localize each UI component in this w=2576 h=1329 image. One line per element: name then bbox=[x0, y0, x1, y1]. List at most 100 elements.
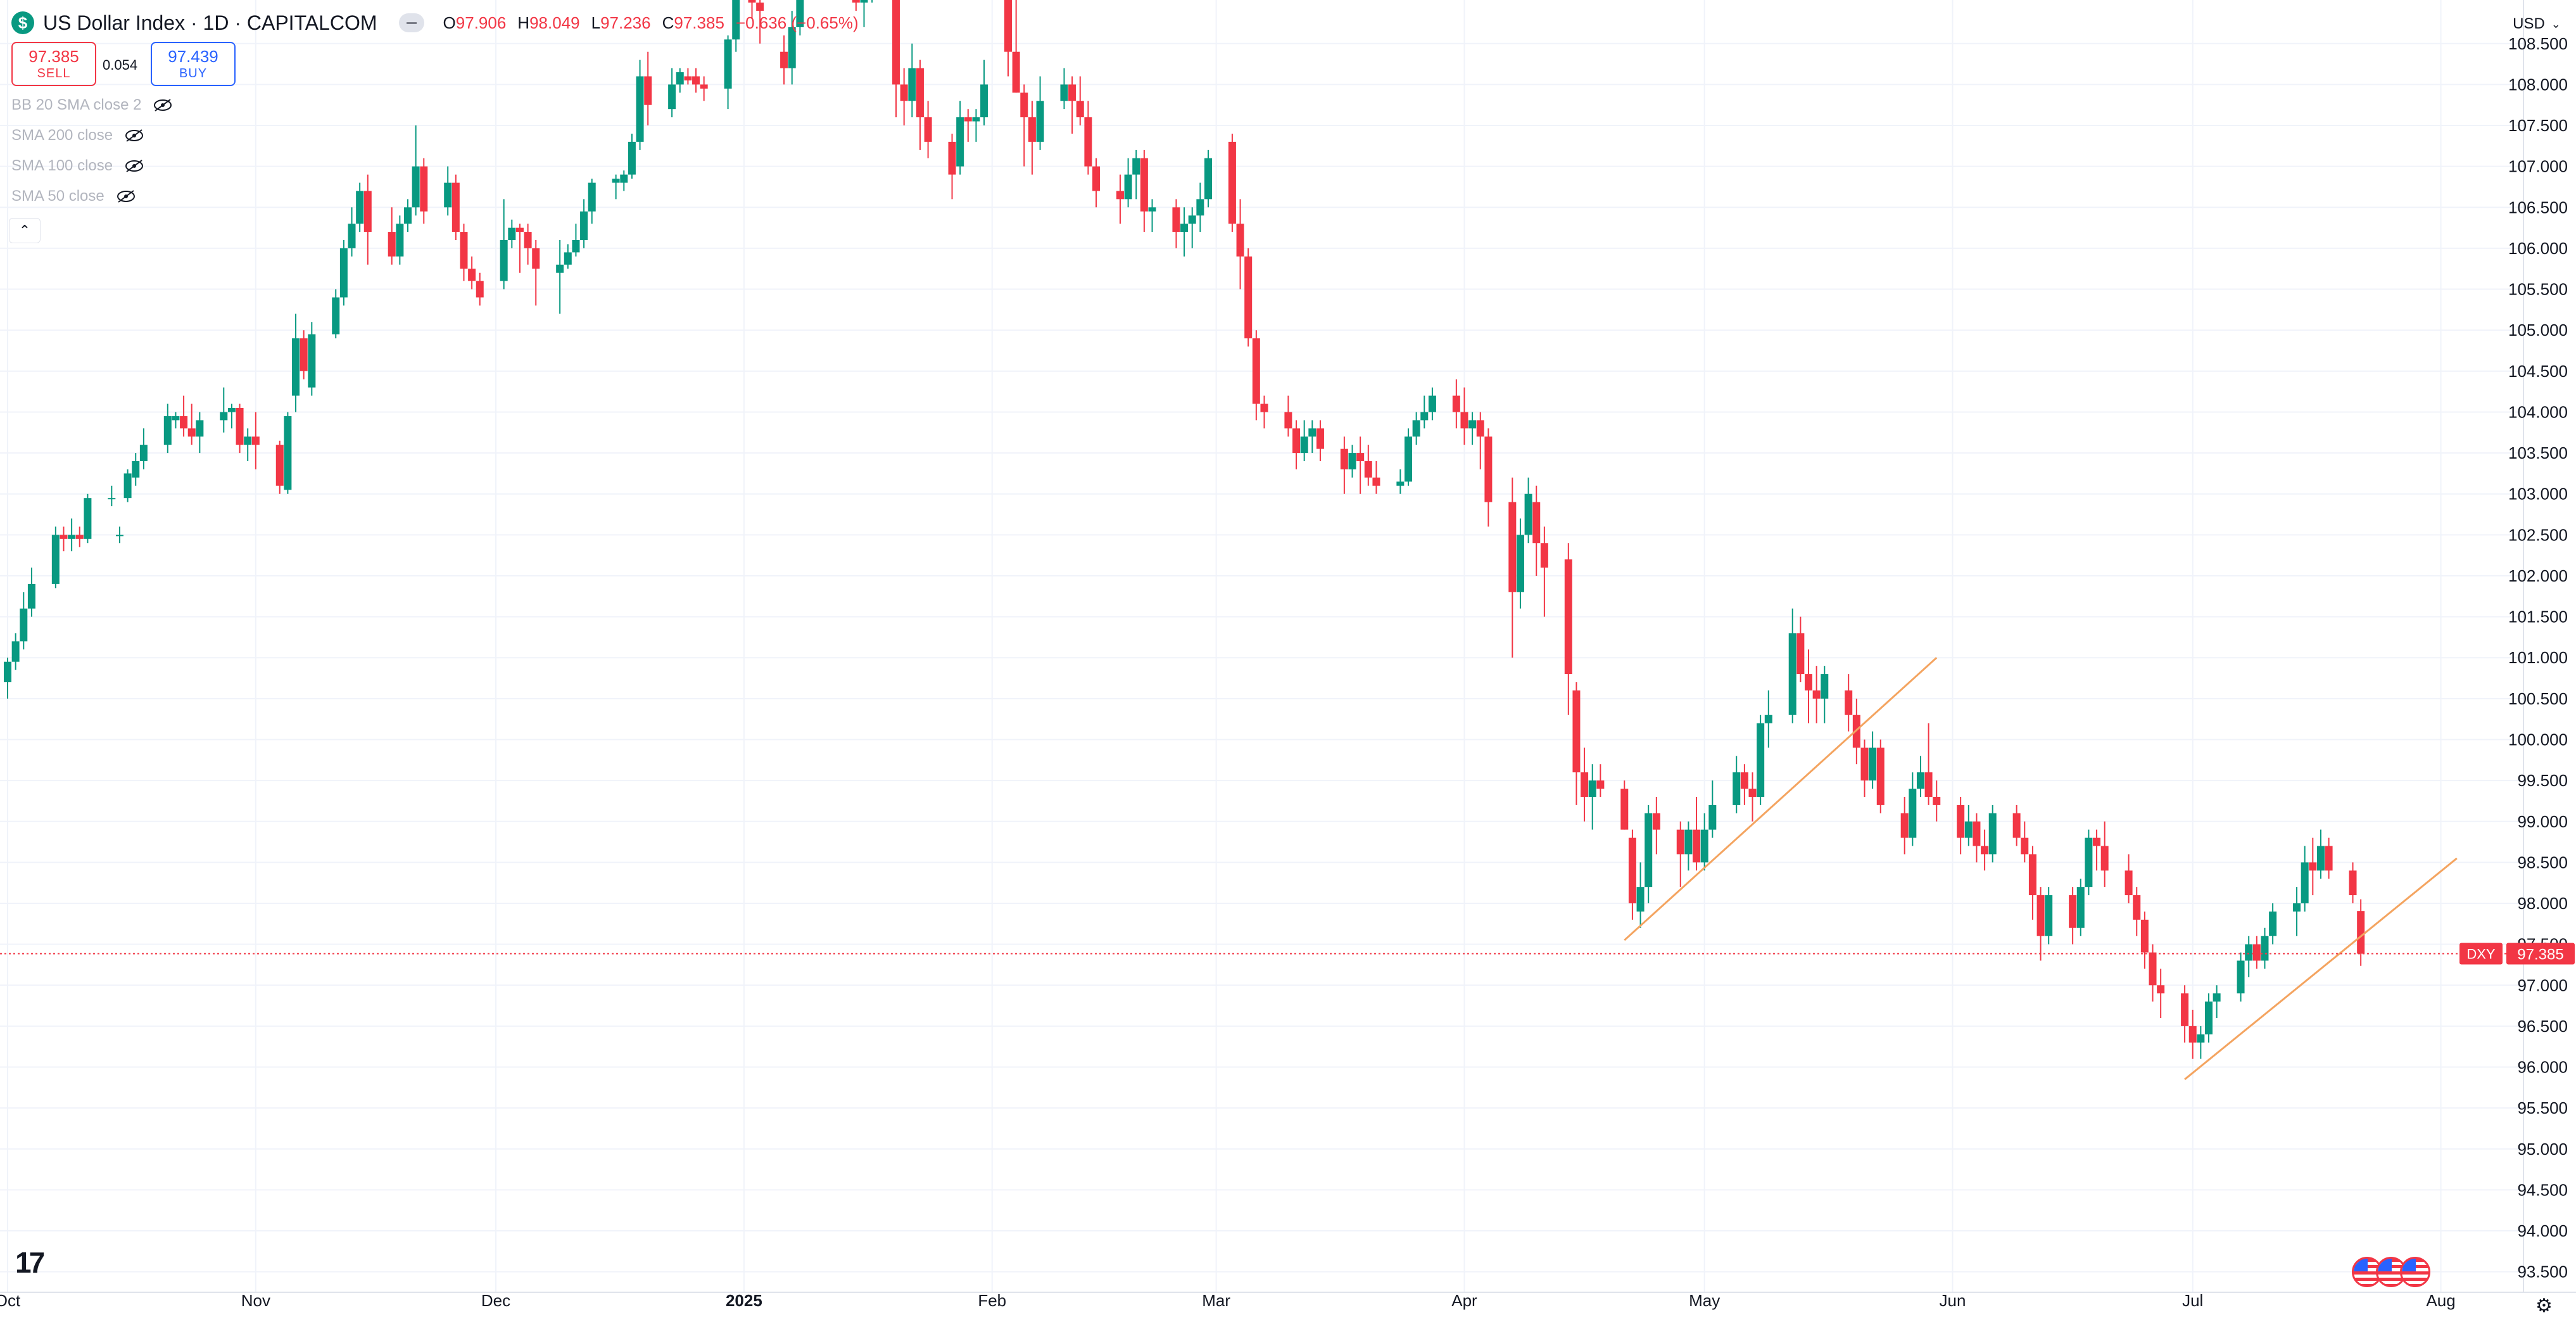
trendlines[interactable] bbox=[1624, 657, 2458, 1081]
candle bbox=[780, 35, 788, 85]
candle-body bbox=[1020, 92, 1028, 118]
candle-body bbox=[2245, 944, 2253, 961]
indicator-sma200[interactable]: SMA 200 close bbox=[11, 127, 144, 144]
chevron-down-icon: ⌄ bbox=[2551, 17, 2561, 30]
candle-body bbox=[1508, 502, 1517, 592]
symbol-title[interactable]: US Dollar Index · 1D · CAPITALCOM bbox=[43, 11, 377, 34]
candle bbox=[1924, 723, 1933, 805]
candle bbox=[1028, 101, 1036, 175]
candle bbox=[748, 0, 756, 19]
us-flag-icon[interactable] bbox=[2400, 1257, 2430, 1287]
candle-body bbox=[916, 68, 924, 118]
candle-body bbox=[2149, 952, 2157, 986]
candle-body bbox=[1788, 633, 1796, 715]
candle bbox=[196, 412, 204, 454]
price-tag-value: 97.385 bbox=[2517, 946, 2563, 963]
eye-hidden-icon[interactable] bbox=[153, 98, 173, 112]
candle bbox=[1292, 420, 1301, 469]
candle-body bbox=[2045, 895, 2053, 936]
eye-hidden-icon[interactable] bbox=[124, 159, 144, 173]
candle-body bbox=[1452, 395, 1460, 412]
candle-body bbox=[1476, 420, 1484, 437]
candle-body bbox=[1596, 780, 1605, 789]
candle-body bbox=[524, 232, 532, 248]
candle bbox=[2028, 846, 2036, 920]
trendline[interactable] bbox=[1624, 657, 1938, 941]
candle-body bbox=[636, 76, 644, 142]
buy-price: 97.439 bbox=[168, 47, 218, 66]
trendline[interactable] bbox=[2184, 857, 2458, 1081]
candle-body bbox=[1092, 166, 1101, 191]
low-label: L bbox=[591, 13, 601, 32]
candle bbox=[2293, 887, 2301, 936]
candle-body bbox=[1733, 772, 1741, 805]
candle bbox=[916, 60, 924, 150]
candle bbox=[1412, 412, 1420, 445]
indicator-bb[interactable]: BB 20 SMA close 2 bbox=[11, 96, 173, 114]
candle-body bbox=[476, 281, 484, 298]
candle bbox=[1068, 76, 1076, 134]
candle bbox=[564, 244, 572, 269]
price-axis[interactable]: 108.500 108.000 107.500 107.000 106.500 106.0… bbox=[2508, 34, 2568, 1281]
currency-selector[interactable]: USD ⌄ bbox=[2505, 11, 2568, 37]
symbol-header[interactable]: $ US Dollar Index · 1D · CAPITALCOM O97.… bbox=[11, 9, 859, 37]
candle bbox=[339, 240, 348, 306]
candle bbox=[1620, 780, 1629, 830]
collapse-legend-button[interactable] bbox=[398, 13, 424, 32]
sell-button[interactable]: 97.385 SELL bbox=[11, 42, 96, 86]
candle-body bbox=[180, 416, 188, 429]
candle bbox=[2045, 887, 2053, 944]
candle bbox=[139, 428, 148, 469]
candle-body bbox=[700, 84, 708, 89]
price-tick-label: 99.500 bbox=[2517, 771, 2568, 790]
candle-body bbox=[1468, 420, 1477, 429]
candle bbox=[1988, 804, 1997, 863]
candle-body bbox=[1812, 690, 1821, 699]
gear-icon[interactable]: ⚙ bbox=[2535, 1295, 2553, 1316]
candle bbox=[396, 215, 404, 265]
candle-body bbox=[251, 436, 260, 445]
ohlc-high: H98.049 bbox=[517, 13, 579, 33]
candle-body bbox=[612, 179, 620, 183]
eye-hidden-icon[interactable] bbox=[116, 189, 136, 203]
candle-body bbox=[227, 407, 236, 412]
price-tick-label: 98.000 bbox=[2517, 894, 2568, 913]
time-axis[interactable]: Oct Nov Dec 2025 Feb Mar Apr May Jun Jul Aug bbox=[0, 1291, 2456, 1310]
price-tag-symbol: DXY bbox=[2466, 946, 2496, 962]
candle-body bbox=[396, 224, 404, 257]
candle-body bbox=[964, 117, 972, 122]
candle bbox=[692, 68, 700, 93]
candle-body bbox=[724, 39, 732, 89]
candle-body bbox=[68, 535, 76, 539]
candle-body bbox=[900, 84, 908, 101]
indicator-sma100[interactable]: SMA 100 close bbox=[11, 157, 144, 175]
candle-body bbox=[748, 0, 756, 3]
candle-body bbox=[1572, 690, 1581, 773]
candle bbox=[1020, 84, 1028, 167]
candle-body bbox=[2012, 813, 2021, 838]
candle bbox=[2157, 969, 2165, 1018]
candle bbox=[2093, 829, 2101, 871]
candle bbox=[2021, 821, 2029, 863]
tradingview-logo-icon[interactable]: 17 bbox=[15, 1246, 45, 1279]
sell-price: 97.385 bbox=[28, 47, 79, 66]
candle-body bbox=[308, 334, 316, 388]
candle bbox=[1700, 813, 1708, 871]
candle bbox=[1036, 76, 1044, 150]
candle bbox=[1252, 330, 1260, 421]
candle-body bbox=[51, 535, 60, 584]
events-flags[interactable] bbox=[2352, 1257, 2430, 1287]
time-tick-label: Mar bbox=[1202, 1291, 1230, 1310]
candle-body bbox=[1028, 117, 1036, 142]
candle-body bbox=[292, 338, 300, 396]
eye-hidden-icon[interactable] bbox=[124, 129, 144, 143]
indicator-sma50[interactable]: SMA 50 close bbox=[11, 188, 136, 205]
price-tick-label: 107.000 bbox=[2508, 157, 2568, 176]
chevron-up-icon[interactable]: ⌃ bbox=[9, 218, 41, 243]
candle bbox=[2316, 829, 2325, 879]
price-tick-label: 94.000 bbox=[2517, 1221, 2568, 1240]
buy-button[interactable]: 97.439 BUY bbox=[151, 42, 236, 86]
candle-body bbox=[1132, 158, 1140, 175]
price-tick-label: 103.000 bbox=[2508, 485, 2568, 504]
